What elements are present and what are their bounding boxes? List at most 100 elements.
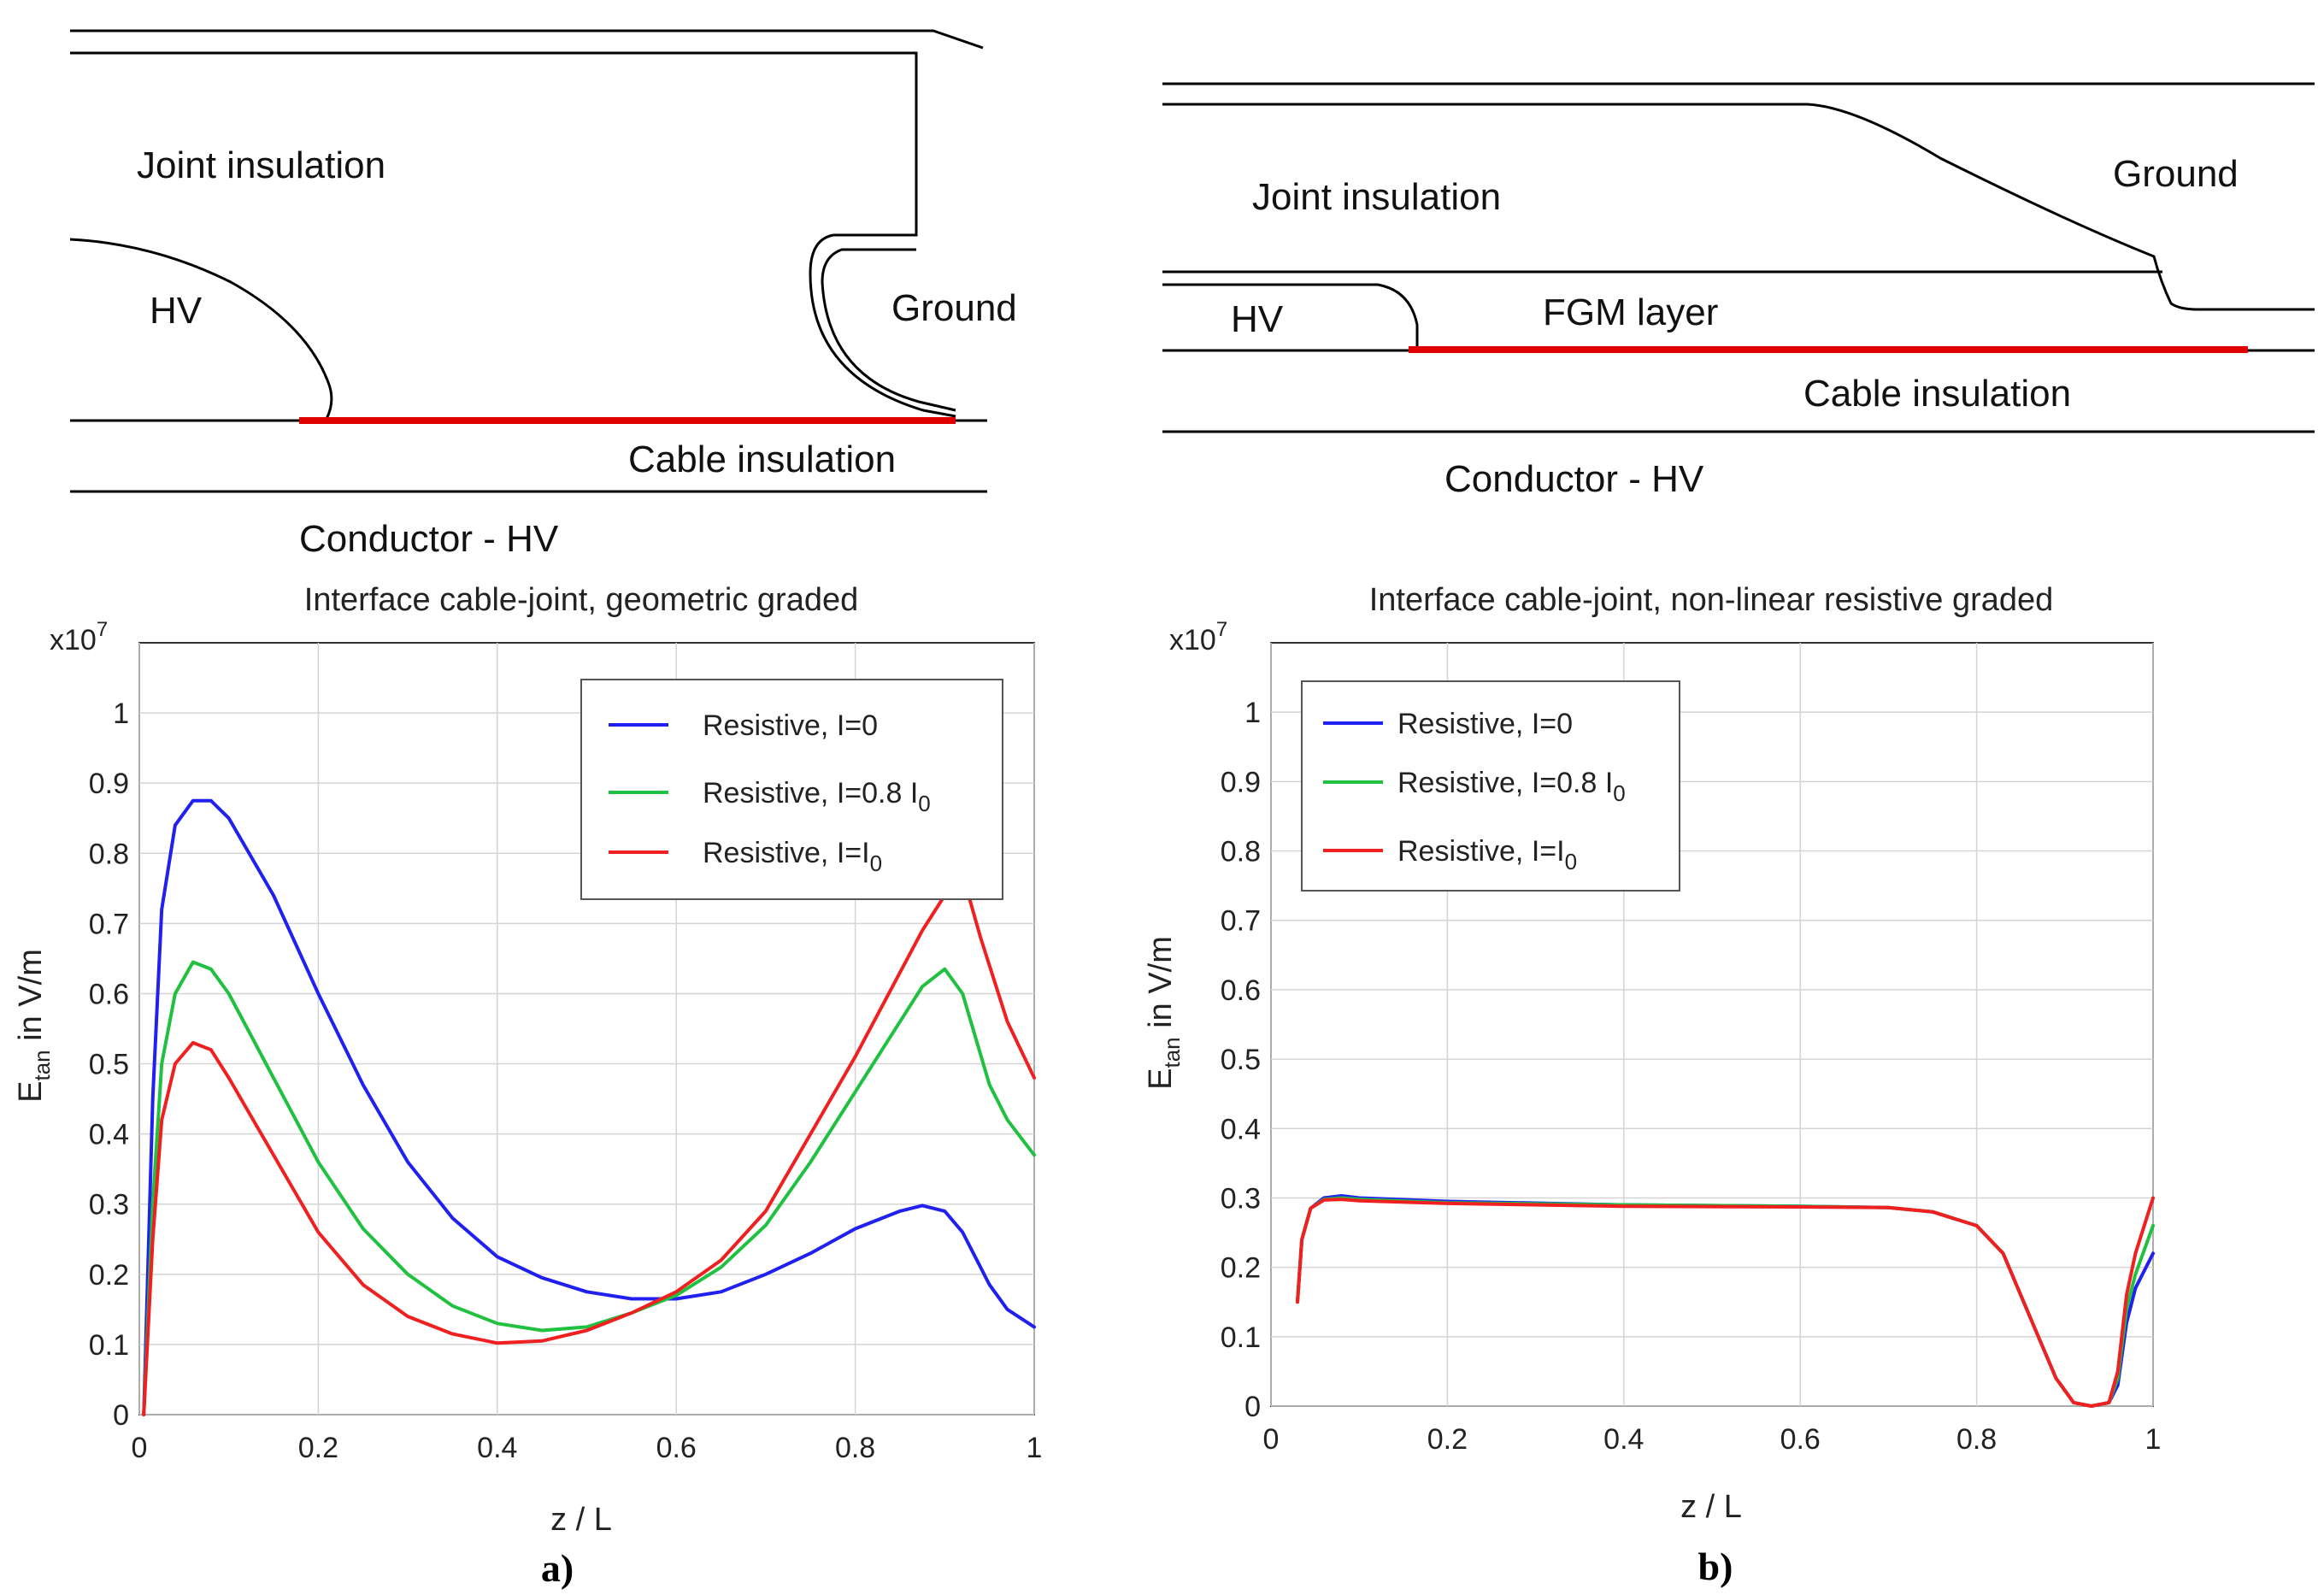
diagram-a-ground-label: Ground bbox=[891, 287, 1017, 329]
chart-b-ytick-2: 0.2 bbox=[1221, 1252, 1261, 1285]
chart-a-legend-label-1: Resistive, I=0.8 I0 bbox=[703, 777, 931, 816]
diagram-b-conductor-label: Conductor - HV bbox=[1444, 458, 1704, 500]
chart-a-ylabel-main: E bbox=[13, 1081, 49, 1103]
chart-b-legend-label-0: Resistive, I=0 bbox=[1397, 708, 1573, 740]
diagram-b-cable-insulation-label: Cable insulation bbox=[1803, 373, 2071, 415]
chart-a-panel-label: a) bbox=[541, 1546, 574, 1590]
chart-b-xlabel: z / L bbox=[1680, 1489, 1742, 1525]
diagram-b-ground-electrode bbox=[1162, 103, 2315, 311]
chart-b-ytick-10: 1 bbox=[1244, 697, 1261, 729]
chart-b-xtick-0: 0 bbox=[1263, 1423, 1280, 1456]
chart-a-xtick-1: 0.2 bbox=[298, 1432, 338, 1464]
diagram-b-joint-insulation-label: Joint insulation bbox=[1252, 176, 1501, 218]
chart-a-legend-text-2: Resistive, I=I bbox=[703, 837, 870, 869]
chart-b-ylabel-sub: tan bbox=[1159, 1037, 1185, 1068]
chart-b-ytick-1: 0.1 bbox=[1221, 1321, 1261, 1354]
chart-a-ytick-1: 0.1 bbox=[89, 1329, 129, 1362]
chart-b-legend-box bbox=[1301, 680, 1680, 892]
chart-a-legend-label-2: Resistive, I=I0 bbox=[703, 837, 882, 876]
chart-a-ylabel-sub: tan bbox=[29, 1050, 55, 1080]
chart-a-xticks: 0 0.2 0.4 0.6 0.8 1 bbox=[132, 1432, 1043, 1464]
chart-b-ytick-6: 0.6 bbox=[1221, 974, 1261, 1007]
chart-a-series-0 bbox=[142, 798, 1036, 1416]
diagram-a-joint-boundary bbox=[70, 51, 918, 237]
chart-b-xtick-5: 1 bbox=[2145, 1423, 2162, 1456]
chart-b-ytick-4: 0.4 bbox=[1221, 1113, 1261, 1145]
chart-b-exponent-base: x10 bbox=[1169, 624, 1216, 656]
chart-b-ylabel: Etan in V/m bbox=[1143, 936, 1185, 1090]
chart-b-title: Interface cable-joint, non-linear resist… bbox=[1369, 582, 2054, 618]
chart-a-ytick-6: 0.6 bbox=[89, 978, 129, 1010]
chart-b-exponent-power: 7 bbox=[1216, 618, 1227, 641]
chart-b-panel-label: b) bbox=[1698, 1545, 1733, 1588]
chart-b-legend-text-2: Resistive, I=I bbox=[1397, 835, 1565, 868]
chart-a-exponent-power: 7 bbox=[97, 618, 108, 641]
chart-b-yticks: 0 0.1 0.2 0.3 0.4 0.5 0.6 0.7 0.8 0.9 1 bbox=[1221, 697, 1261, 1423]
chart-b-ytick-5: 0.5 bbox=[1221, 1044, 1261, 1076]
chart-b-ytick-8: 0.8 bbox=[1221, 836, 1261, 868]
chart-a-legend-sub-1: 0 bbox=[918, 791, 930, 816]
chart-a-xtick-3: 0.6 bbox=[656, 1432, 697, 1464]
diagram-b-fgm-label: FGM layer bbox=[1543, 291, 1718, 333]
chart-a-legend-text-0: Resistive, I=0 bbox=[703, 709, 878, 742]
chart-a-ytick-9: 0.9 bbox=[89, 768, 129, 800]
chart-a-ytick-10: 1 bbox=[113, 697, 129, 730]
chart-a-ylabel: Etan in V/m bbox=[13, 949, 55, 1103]
chart-b-ytick-0: 0 bbox=[1244, 1391, 1261, 1423]
chart-a-ytick-7: 0.7 bbox=[89, 908, 129, 940]
diagram-a-conductor-label: Conductor - HV bbox=[299, 518, 559, 560]
chart-a-legend-label-0: Resistive, I=0 bbox=[703, 709, 878, 742]
chart-a-exponent-base: x10 bbox=[50, 624, 97, 656]
chart-b: Interface cable-joint, non-linear resist… bbox=[1143, 582, 2161, 1588]
chart-a-xlabel: z / L bbox=[550, 1502, 612, 1538]
chart-a-series-2 bbox=[142, 872, 1036, 1416]
diagram-b-ground-label: Ground bbox=[2113, 153, 2239, 195]
diagram-a-cable-insulation-label: Cable insulation bbox=[628, 438, 896, 480]
chart-a-ytick-8: 0.8 bbox=[89, 838, 129, 870]
chart-a-ytick-2: 0.2 bbox=[89, 1259, 129, 1292]
chart-b-series-2 bbox=[1296, 1196, 2155, 1408]
chart-a: Interface cable-joint, geometric graded … bbox=[13, 582, 1042, 1590]
chart-b-ylabel-rest: in V/m bbox=[1143, 936, 1179, 1037]
chart-b-ytick-9: 0.9 bbox=[1221, 766, 1261, 798]
chart-b-legend-text-0: Resistive, I=0 bbox=[1397, 708, 1573, 740]
diagram-a-ground-electrode bbox=[809, 233, 956, 418]
chart-a-lines bbox=[142, 798, 1036, 1416]
chart-b-legend: Resistive, I=0 Resistive, I=0.8 I0 Resis… bbox=[1301, 680, 1680, 892]
chart-b-ylabel-main: E bbox=[1143, 1068, 1179, 1090]
chart-a-title: Interface cable-joint, geometric graded bbox=[304, 582, 858, 618]
diagram-a-hv-label: HV bbox=[150, 290, 203, 332]
chart-b-xticks: 0 0.2 0.4 0.6 0.8 1 bbox=[1263, 1423, 2162, 1456]
chart-b-xtick-4: 0.8 bbox=[1956, 1423, 1997, 1456]
chart-b-xtick-3: 0.6 bbox=[1780, 1423, 1821, 1456]
diagram-b bbox=[1162, 82, 2315, 433]
chart-a-yticks: 0 0.1 0.2 0.3 0.4 0.5 0.6 0.7 0.8 0.9 1 bbox=[89, 697, 129, 1432]
chart-a-legend: Resistive, I=0 Resistive, I=0.8 I0 Resis… bbox=[580, 679, 1003, 900]
chart-b-legend-sub-1: 0 bbox=[1613, 780, 1625, 806]
diagram-b-hv-electrode bbox=[1162, 283, 1419, 350]
diagram-a-hv-electrode bbox=[69, 238, 333, 420]
diagram-a-joint-insulation-label: Joint insulation bbox=[137, 144, 385, 186]
chart-a-xtick-4: 0.8 bbox=[835, 1432, 875, 1464]
chart-b-ytick-3: 0.3 bbox=[1221, 1182, 1261, 1215]
chart-a-ytick-4: 0.4 bbox=[89, 1119, 129, 1151]
chart-a-xtick-2: 0.4 bbox=[477, 1432, 517, 1464]
chart-a-ytick-3: 0.3 bbox=[89, 1189, 129, 1221]
chart-a-exponent: x107 bbox=[50, 618, 108, 656]
diagram-a-ground-electrode-inner bbox=[821, 248, 956, 412]
chart-a-legend-sub-2: 0 bbox=[870, 850, 882, 876]
diagram-b-hv-label: HV bbox=[1231, 298, 1284, 340]
chart-a-xtick-0: 0 bbox=[132, 1432, 148, 1464]
chart-a-ytick-0: 0 bbox=[113, 1399, 129, 1432]
chart-a-ytick-5: 0.5 bbox=[89, 1049, 129, 1081]
chart-b-legend-label-1: Resistive, I=0.8 I0 bbox=[1397, 767, 1626, 806]
chart-a-ylabel-rest: in V/m bbox=[13, 949, 49, 1050]
chart-b-legend-label-2: Resistive, I=I0 bbox=[1397, 835, 1577, 874]
chart-b-ytick-7: 0.7 bbox=[1221, 905, 1261, 938]
chart-b-exponent: x107 bbox=[1169, 618, 1227, 656]
chart-b-legend-text-1: Resistive, I=0.8 I bbox=[1397, 767, 1613, 799]
chart-b-xtick-1: 0.2 bbox=[1427, 1423, 1468, 1456]
chart-b-legend-sub-2: 0 bbox=[1565, 849, 1577, 874]
diagram-a-outer-line bbox=[70, 29, 984, 50]
